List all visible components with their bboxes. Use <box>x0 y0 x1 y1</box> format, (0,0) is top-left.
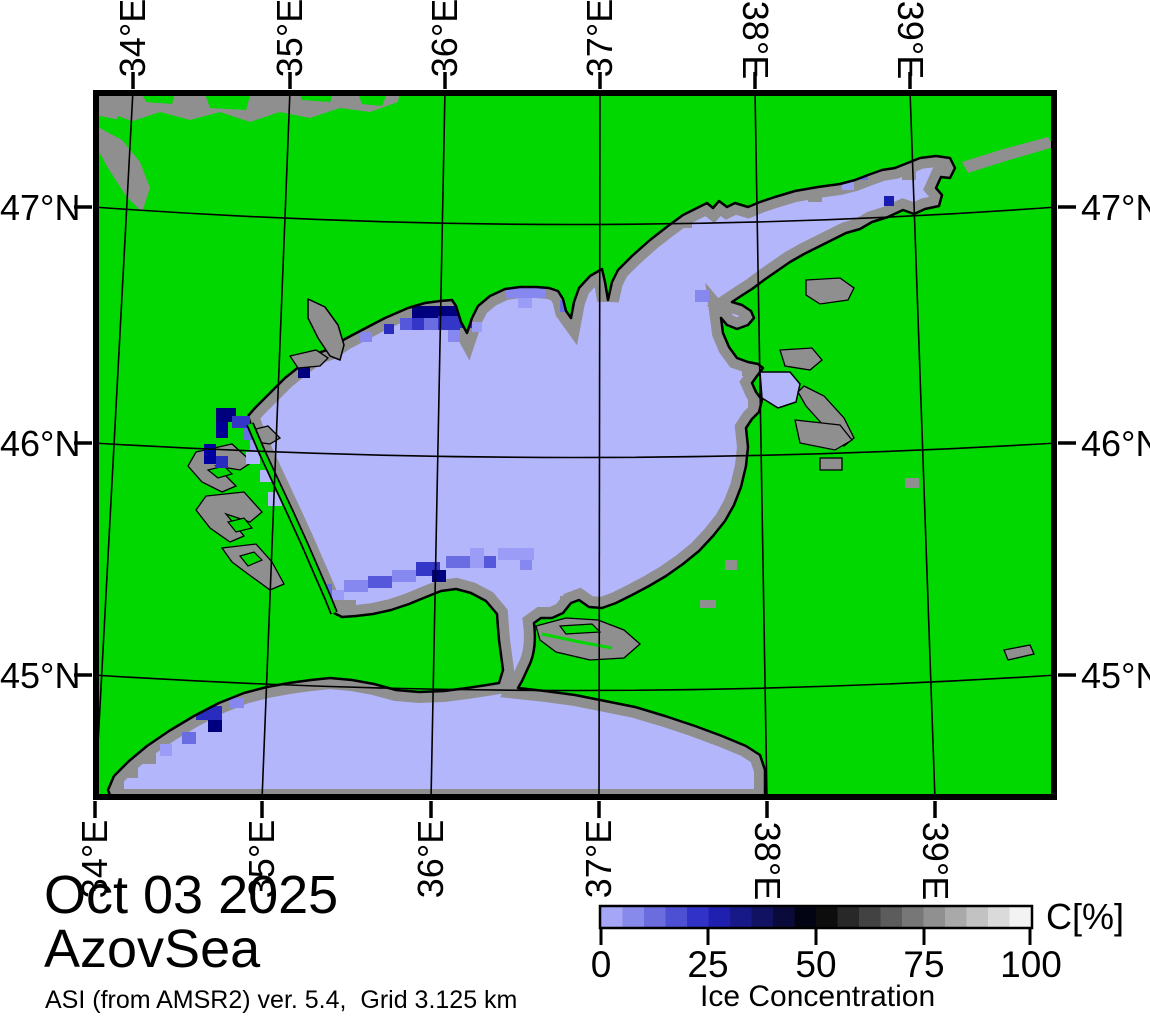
lon-label-bottom-38e: 38°E <box>747 821 788 901</box>
meridian-38e <box>754 90 768 800</box>
meridian-36e <box>430 90 446 800</box>
lon-label-bottom-39e: 39°E <box>915 821 956 901</box>
graticule <box>93 90 1057 800</box>
axis-ticks <box>74 72 1076 818</box>
parallel-47n <box>93 206 1057 226</box>
lat-label-right-45n: 45°N <box>1081 655 1150 696</box>
lon-label-top-37e: 37°E <box>579 0 620 78</box>
map-date: Oct 03 2025 <box>44 865 339 925</box>
lat-label-left-46n: 46°N <box>0 423 81 464</box>
colorbar-unit-label: C[%] <box>1046 896 1125 937</box>
arabat-spit <box>246 422 338 615</box>
sivash-green-islands <box>206 465 264 567</box>
colorbar-tick-100: 100 <box>1000 944 1062 985</box>
lon-label-top-36e: 36°E <box>424 0 465 78</box>
map-border <box>93 90 1057 800</box>
colorbar-tick-75: 75 <box>903 944 945 985</box>
colorbar-border <box>598 904 1034 930</box>
molochny-liman <box>307 297 345 362</box>
eastern-limans <box>779 277 1035 661</box>
lon-label-bottom-36e: 36°E <box>410 819 451 899</box>
lat-label-left-45n: 45°N <box>0 655 81 696</box>
lat-label-right-47n: 47°N <box>1081 187 1150 228</box>
colorbar-tick-25: 25 <box>687 944 729 985</box>
colorbar-tick-50: 50 <box>795 944 837 985</box>
map-caption: ASI (from AMSR2) ver. 5.4, Grid 3.125 km <box>45 986 518 1014</box>
meridian-35e <box>261 90 291 800</box>
lon-label-top-34e: 34°E <box>112 0 153 78</box>
colorbar-ticks <box>599 929 1032 945</box>
lon-label-top-39e: 39°E <box>890 0 931 80</box>
colorbar-gradient <box>601 907 1032 927</box>
map-region-title: AzovSea <box>44 919 261 979</box>
lon-label-top-38e: 38°E <box>735 0 776 80</box>
parallel-45n <box>93 674 1057 692</box>
colorbar-tick-0: 0 <box>590 944 612 985</box>
colorbar-axis-label: Ice Concentration <box>700 980 936 1013</box>
lat-label-left-47n: 47°N <box>0 187 81 228</box>
meridian-37e <box>598 90 601 800</box>
lon-label-bottom-37e: 37°E <box>578 819 619 899</box>
lon-label-top-35e: 35°E <box>269 0 310 78</box>
yeysk-bay-water <box>759 371 801 409</box>
taman-bay-complex <box>535 617 641 661</box>
lat-label-right-46n: 46°N <box>1081 423 1150 464</box>
parallel-46n <box>93 442 1057 459</box>
